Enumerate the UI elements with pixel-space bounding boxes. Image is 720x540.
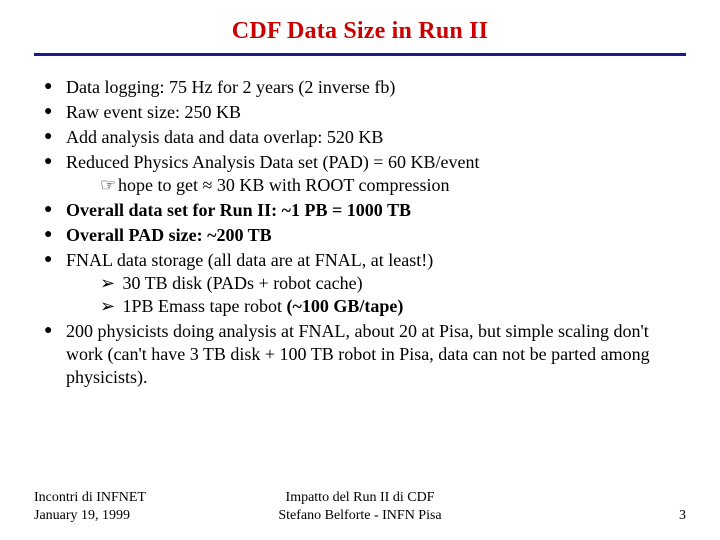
text-run: 1PB Emass tape robot <box>118 296 287 316</box>
sub-marker-icon: ➢ <box>100 272 118 295</box>
sub-list: ☞hope to get ≈ 30 KB with ROOT compressi… <box>66 174 682 197</box>
list-item: 200 physicists doing analysis at FNAL, a… <box>40 320 682 389</box>
list-item: Overall PAD size: ~200 TB <box>40 224 682 247</box>
sub-list: ➢ 30 TB disk (PADs + robot cache)➢ 1PB E… <box>66 272 682 318</box>
list-item: Reduced Physics Analysis Data set (PAD) … <box>40 151 682 197</box>
text-run: Add analysis data and data overlap: 520 … <box>66 127 383 147</box>
text-run: 200 physicists doing analysis at FNAL, a… <box>66 321 650 387</box>
footer-center-line2: Stefano Belforte - INFN Pisa <box>278 508 441 523</box>
slide-title: CDF Data Size in Run II <box>34 18 686 45</box>
sub-item: ➢ 30 TB disk (PADs + robot cache) <box>100 272 682 295</box>
title-rule <box>34 53 686 56</box>
footer-center: Impatto del Run II di CDF Stefano Belfor… <box>34 489 686 524</box>
text-run: FNAL data storage (all data are at FNAL,… <box>66 250 433 270</box>
footer-center-line1: Impatto del Run II di CDF <box>286 490 435 505</box>
text-run: Data logging: 75 Hz for 2 years (2 inver… <box>66 77 395 97</box>
text-run: hope to get ≈ 30 KB with ROOT compressio… <box>118 175 450 195</box>
list-item: Data logging: 75 Hz for 2 years (2 inver… <box>40 76 682 99</box>
text-run: Reduced Physics Analysis Data set (PAD) … <box>66 152 479 172</box>
list-item: Raw event size: 250 KB <box>40 101 682 124</box>
list-item: FNAL data storage (all data are at FNAL,… <box>40 249 682 318</box>
text-run: Overall PAD size: ~200 TB <box>66 225 272 245</box>
slide: CDF Data Size in Run II Data logging: 75… <box>0 0 720 540</box>
footer-right: 3 <box>679 507 686 525</box>
list-item: Overall data set for Run II: ~1 PB = 100… <box>40 199 682 222</box>
sub-marker-icon: ➢ <box>100 295 118 318</box>
sub-item: ☞hope to get ≈ 30 KB with ROOT compressi… <box>100 174 682 197</box>
text-run: Raw event size: 250 KB <box>66 102 241 122</box>
text-run: (~100 GB/tape) <box>287 296 404 316</box>
text-run: 30 TB disk (PADs + robot cache) <box>118 273 363 293</box>
page-number: 3 <box>679 508 686 523</box>
list-item: Add analysis data and data overlap: 520 … <box>40 126 682 149</box>
sub-marker-icon: ☞ <box>100 174 118 197</box>
sub-item: ➢ 1PB Emass tape robot (~100 GB/tape) <box>100 295 682 318</box>
text-run: Overall data set for Run II: ~1 PB = 100… <box>66 200 411 220</box>
bullet-list: Data logging: 75 Hz for 2 years (2 inver… <box>34 76 686 389</box>
